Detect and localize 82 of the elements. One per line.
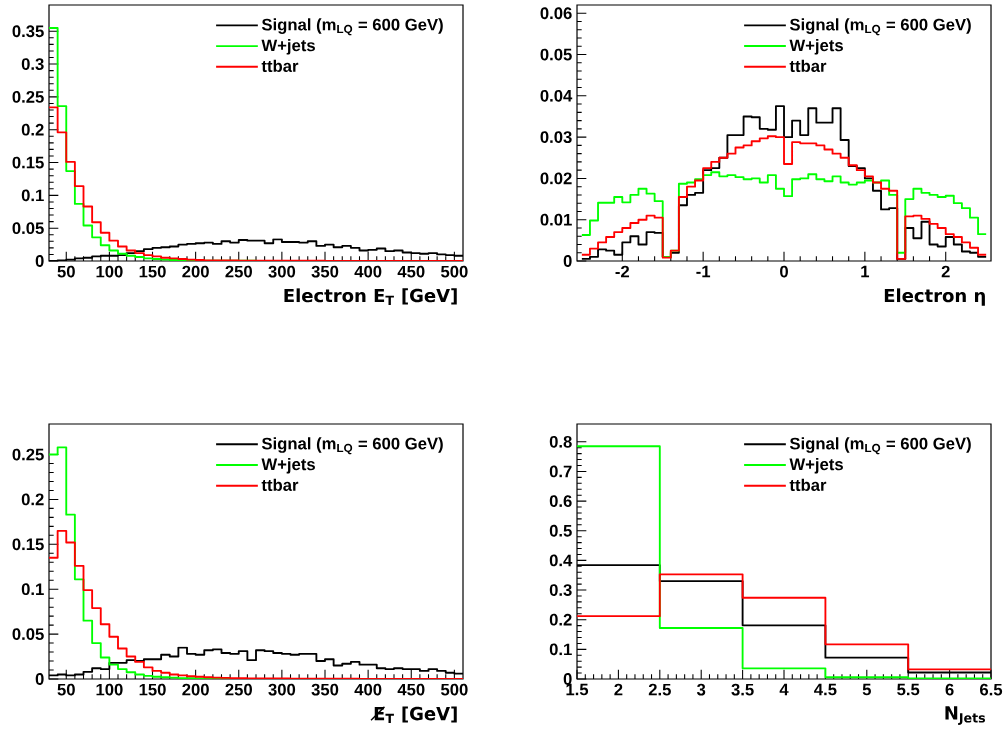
x-tick-label: 400 (354, 265, 382, 278)
x-tick-label: 100 (96, 683, 123, 696)
y-tick-label: 0.5 (549, 524, 572, 537)
x-tick-label: 3.5 (731, 683, 754, 696)
x-tick-label: 5.5 (897, 683, 920, 696)
x-tick-label: 4.5 (814, 683, 837, 696)
x-tick-label: 200 (182, 683, 209, 696)
y-tick-label: 0.2 (21, 493, 44, 506)
y-tick-label: 0.01 (540, 213, 572, 226)
x-tick-label: 1 (861, 265, 870, 278)
y-tick-label: 0.35 (12, 25, 44, 38)
y-tick-label: 0.05 (12, 222, 44, 235)
y-tick-label: 0.05 (12, 628, 44, 641)
x-tick-label: 200 (182, 265, 209, 278)
x-tick-label: -1 (696, 265, 711, 278)
y-tick-label: 0 (563, 255, 572, 267)
y-tick-label: 0.6 (549, 495, 572, 507)
x-tick-label: 150 (139, 265, 166, 278)
y-tick-label: 0.1 (21, 189, 44, 202)
x-tick-label: 2.5 (648, 683, 671, 696)
y-tick-label: 0.15 (12, 156, 44, 169)
x-tick-label: 450 (397, 683, 425, 696)
y-tick-label: 0.2 (549, 613, 572, 626)
x-tick-label: 150 (139, 683, 166, 696)
y-tick-label: 0.25 (12, 91, 44, 103)
x-tick-label: 4 (779, 683, 789, 696)
x-axis-title: Electron E$_{T}$ [GeV] (284, 288, 457, 305)
x-tick-label: 50 (57, 265, 75, 278)
legend-label: ttbar (261, 478, 299, 491)
legend-label: W+jets (789, 457, 843, 474)
y-tick-label: 0 (563, 673, 572, 685)
x-tick-label: 1.5 (566, 683, 589, 696)
y-tick-label: 0.2 (21, 123, 44, 136)
legend-label: ttbar (261, 59, 299, 73)
x-tick-label: 2 (614, 683, 623, 696)
x-tick-label: 300 (268, 265, 296, 278)
x-tick-label: 350 (311, 683, 339, 696)
legend-label: Signal (m$_{LQ}$ = 600 GeV) (261, 18, 443, 36)
x-tick-label: 6.5 (980, 683, 1003, 696)
y-tick-label: 0.04 (540, 89, 573, 102)
x-axis-title: Electron η (884, 288, 985, 306)
legend-label: ttbar (789, 59, 827, 73)
y-tick-label: 0.8 (549, 435, 572, 448)
x-axis-title: E̸$_{T}$ [GeV] (370, 706, 457, 724)
x-tick-label: 100 (96, 265, 123, 278)
x-tick-label: 300 (268, 683, 296, 696)
legend-label: Signal (m$_{LQ}$ = 600 GeV) (789, 437, 971, 455)
x-tick-label: 500 (441, 265, 468, 278)
y-tick-label: 0.3 (549, 584, 572, 596)
legend-label: W+jets (261, 457, 315, 474)
x-tick-label: 350 (311, 265, 339, 278)
y-tick-label: 0.3 (21, 58, 44, 70)
x-axis-title: N$_{Jets}$ (945, 706, 986, 725)
x-tick-label: 6 (945, 683, 954, 696)
y-tick-label: 0.05 (540, 48, 572, 61)
legend-label: Signal (m$_{LQ}$ = 600 GeV) (261, 437, 443, 455)
y-tick-label: 0.03 (540, 131, 572, 144)
x-tick-label: 5 (862, 683, 871, 696)
legend-label: ttbar (789, 478, 827, 491)
x-tick-label: 450 (397, 265, 425, 278)
legend-label: W+jets (261, 39, 315, 55)
x-tick-label: 250 (225, 265, 252, 278)
y-tick-label: 0.1 (549, 643, 572, 656)
legend-label: W+jets (789, 39, 843, 55)
y-tick-label: 0 (35, 255, 44, 267)
x-tick-label: 50 (57, 683, 75, 696)
x-tick-label: 250 (225, 683, 252, 696)
x-tick-label: 0 (780, 265, 788, 278)
x-tick-label: -2 (615, 265, 630, 278)
y-tick-label: 0.15 (12, 538, 44, 551)
y-tick-label: 0.02 (540, 172, 572, 185)
y-tick-label: 0.25 (12, 448, 44, 461)
y-tick-label: 0 (35, 673, 44, 685)
legend-label: Signal (m$_{LQ}$ = 600 GeV) (789, 18, 971, 36)
y-tick-label: 0.06 (540, 7, 572, 20)
x-tick-label: 3 (696, 683, 706, 696)
y-tick-label: 0.4 (549, 554, 573, 567)
y-tick-label: 0.7 (549, 465, 572, 478)
x-tick-label: 500 (441, 683, 468, 696)
x-tick-label: 400 (354, 683, 382, 696)
y-tick-label: 0.1 (21, 583, 44, 596)
x-tick-label: 2 (941, 265, 950, 278)
